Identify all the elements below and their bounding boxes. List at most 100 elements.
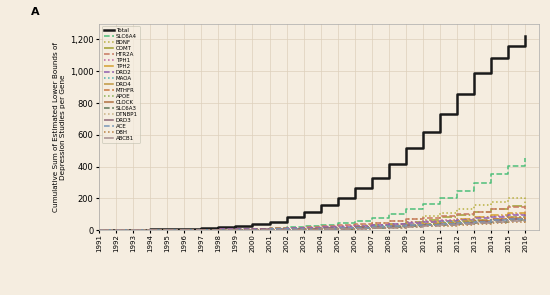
MTHFR — [300, 227, 307, 231]
Total — [96, 228, 102, 232]
APOE — [522, 219, 529, 223]
SLC6A4 — [249, 227, 256, 231]
CLOCK — [266, 228, 273, 232]
SLC6A3 — [249, 228, 256, 232]
DRD3 — [317, 227, 324, 230]
ACE — [249, 228, 256, 231]
Line: BDNF: BDNF — [99, 198, 525, 230]
ACE — [198, 228, 205, 232]
TPH2 — [181, 228, 188, 232]
APOE — [266, 228, 273, 231]
DRD4 — [96, 228, 102, 232]
HTR2A — [113, 228, 119, 232]
HTR2A — [437, 214, 443, 217]
MAOA — [198, 228, 205, 232]
Total — [488, 56, 494, 60]
DRD3 — [454, 221, 460, 224]
DBH — [198, 228, 205, 232]
SLC6A4 — [351, 219, 358, 222]
ABCB1 — [351, 227, 358, 230]
DBH — [522, 222, 529, 225]
BDNF — [403, 217, 409, 221]
CLOCK — [522, 219, 529, 222]
HTR2A — [215, 227, 222, 231]
TPH1 — [198, 228, 205, 232]
DRD3 — [505, 217, 512, 221]
HTR2A — [232, 227, 239, 231]
Total — [249, 223, 256, 226]
Line: DTNBP1: DTNBP1 — [99, 220, 525, 230]
MAOA — [522, 217, 529, 220]
DBH — [368, 226, 375, 230]
TPH2 — [334, 227, 341, 230]
BDNF — [317, 226, 324, 229]
MAOA — [232, 228, 239, 232]
SLC6A4 — [386, 212, 392, 216]
SLC6A3 — [113, 228, 119, 232]
ABCB1 — [198, 228, 205, 232]
COMT — [266, 228, 273, 232]
SLC6A4 — [266, 227, 273, 230]
Total — [351, 187, 358, 190]
MAOA — [283, 227, 290, 231]
ACE — [488, 219, 494, 222]
SLC6A3 — [454, 222, 460, 225]
TPH1 — [300, 226, 307, 230]
COMT — [181, 228, 188, 232]
TPH1 — [232, 228, 239, 232]
DRD4 — [215, 228, 222, 232]
APOE — [113, 228, 119, 232]
TPH2 — [368, 225, 375, 228]
DRD3 — [437, 222, 443, 225]
BDNF — [522, 202, 529, 206]
MTHFR — [232, 228, 239, 232]
DRD2 — [317, 226, 324, 229]
MAOA — [368, 225, 375, 228]
HTR2A — [164, 228, 170, 232]
Line: SLC6A4: SLC6A4 — [99, 158, 525, 230]
TPH1 — [437, 218, 443, 222]
SLC6A3 — [147, 228, 153, 232]
MTHFR — [283, 228, 290, 231]
TPH1 — [454, 217, 460, 220]
MAOA — [130, 228, 136, 232]
CLOCK — [249, 228, 256, 232]
DBH — [351, 227, 358, 230]
DBH — [454, 223, 460, 227]
SLC6A4 — [334, 221, 341, 225]
DRD2 — [181, 228, 188, 232]
DBH — [505, 221, 512, 224]
ACE — [96, 228, 102, 232]
HTR2A — [130, 228, 136, 232]
ABCB1 — [386, 226, 392, 229]
BDNF — [471, 204, 477, 207]
Total — [164, 227, 170, 231]
DRD3 — [471, 220, 477, 223]
DBH — [164, 228, 170, 232]
TPH1 — [505, 212, 512, 216]
TPH1 — [471, 215, 477, 219]
Line: DRD3: DRD3 — [99, 219, 525, 230]
COMT — [130, 228, 136, 232]
Line: DRD4: DRD4 — [99, 217, 525, 230]
MAOA — [317, 227, 324, 230]
HTR2A — [471, 210, 477, 213]
BDNF — [198, 228, 205, 232]
ACE — [215, 228, 222, 232]
ACE — [386, 224, 392, 228]
ACE — [471, 220, 477, 223]
MAOA — [351, 225, 358, 229]
CLOCK — [386, 225, 392, 229]
MTHFR — [198, 228, 205, 232]
BDNF — [368, 222, 375, 225]
TPH2 — [198, 228, 205, 232]
MAOA — [147, 228, 153, 232]
COMT — [215, 228, 222, 232]
MTHFR — [317, 227, 324, 231]
MTHFR — [266, 228, 273, 232]
CLOCK — [420, 223, 426, 227]
DRD3 — [232, 228, 239, 231]
TPH2 — [249, 228, 256, 232]
ABCB1 — [522, 221, 529, 224]
DRD3 — [420, 223, 426, 226]
